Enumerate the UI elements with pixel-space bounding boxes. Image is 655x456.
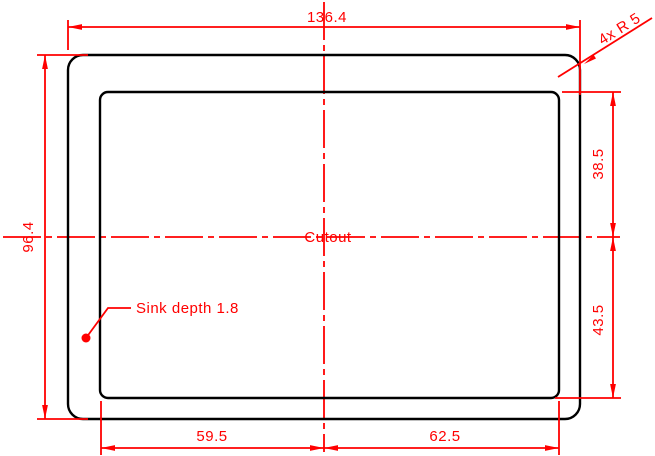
dimension-lines (42, 24, 616, 451)
cutout-label: Cutout (304, 229, 352, 246)
dim-center-to-inner-top-label: 38.5 (590, 148, 607, 179)
dim-outer-width-label: 136.4 (307, 9, 347, 26)
cutout-inner-outline (98, 90, 561, 400)
corner-radius-leader (557, 17, 653, 78)
dim-center-to-inner-right-label: 62.5 (429, 428, 460, 445)
dim-center-to-inner-bottom-label: 43.5 (590, 304, 607, 335)
sink-depth-callout: Sink depth 1.8 (81, 300, 239, 343)
dim-inner-left-to-center-label: 59.5 (196, 428, 227, 445)
outer-panel-outline (66, 53, 582, 421)
sink-depth-label: Sink depth 1.8 (136, 300, 239, 317)
leader-arrowhead (584, 54, 596, 64)
leader-line (557, 17, 653, 78)
sink-depth-leader (85, 307, 131, 339)
dim-outer-height-label: 96.4 (20, 221, 37, 252)
corner-radius-label: 4x R 5 (595, 10, 643, 49)
